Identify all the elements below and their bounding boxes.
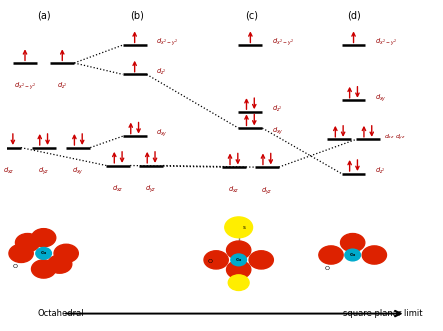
Text: $d_{x^2-y^2}$: $d_{x^2-y^2}$ — [375, 37, 397, 48]
Text: $d_{x^2-y^2}$: $d_{x^2-y^2}$ — [272, 37, 294, 48]
Text: Octahedral: Octahedral — [37, 309, 84, 318]
Text: O: O — [208, 259, 213, 264]
Circle shape — [31, 229, 56, 247]
Text: $d_{yz}$: $d_{yz}$ — [145, 183, 157, 195]
Circle shape — [54, 244, 78, 262]
Text: $d_{xy}$: $d_{xy}$ — [272, 125, 284, 137]
Circle shape — [225, 217, 253, 238]
Text: $d_{xy}$: $d_{xy}$ — [73, 166, 84, 177]
Circle shape — [9, 244, 33, 262]
Text: $d_{yz}$: $d_{yz}$ — [261, 185, 272, 197]
Text: $d_{z^2}$: $d_{z^2}$ — [57, 81, 68, 91]
Text: $d_{xz}$: $d_{xz}$ — [113, 183, 124, 194]
Circle shape — [249, 251, 273, 269]
Text: Co: Co — [236, 258, 242, 262]
Text: (c): (c) — [245, 11, 258, 21]
Text: $d_{x^2-y^2}$: $d_{x^2-y^2}$ — [156, 37, 178, 48]
Text: Co: Co — [40, 251, 47, 256]
Circle shape — [345, 249, 361, 261]
Text: $d_{xy}$: $d_{xy}$ — [156, 128, 168, 139]
Circle shape — [231, 254, 246, 266]
Text: Co: Co — [350, 253, 356, 257]
Text: $d_{z^2}$: $d_{z^2}$ — [156, 67, 167, 77]
Text: $d_{xy}$: $d_{xy}$ — [375, 92, 387, 104]
Text: $d_{z^2}$: $d_{z^2}$ — [375, 166, 386, 176]
Text: $d_{x^2-y^2}$: $d_{x^2-y^2}$ — [14, 81, 36, 92]
Text: O: O — [13, 264, 18, 269]
Text: $d_{xz}$: $d_{xz}$ — [3, 166, 15, 176]
Text: O: O — [324, 265, 329, 270]
Circle shape — [226, 260, 251, 279]
Text: $d_{xz}$: $d_{xz}$ — [228, 185, 240, 195]
Circle shape — [47, 255, 72, 273]
Text: $d_{z^2}$: $d_{z^2}$ — [272, 104, 283, 114]
Circle shape — [228, 275, 249, 291]
Text: square planar limit: square planar limit — [343, 309, 423, 318]
Text: (b): (b) — [130, 11, 144, 21]
Circle shape — [31, 260, 56, 278]
Circle shape — [36, 248, 51, 259]
Text: (a): (a) — [37, 11, 51, 21]
Text: $d_{yz}$: $d_{yz}$ — [38, 166, 49, 177]
Text: s: s — [243, 225, 246, 230]
Circle shape — [204, 251, 228, 269]
Circle shape — [226, 241, 251, 259]
Circle shape — [319, 246, 343, 264]
Circle shape — [16, 233, 40, 252]
Text: (d): (d) — [347, 11, 361, 21]
Circle shape — [362, 246, 386, 264]
Text: $d_{xz}\ d_{yz}$: $d_{xz}\ d_{yz}$ — [385, 132, 406, 143]
Circle shape — [341, 233, 365, 252]
